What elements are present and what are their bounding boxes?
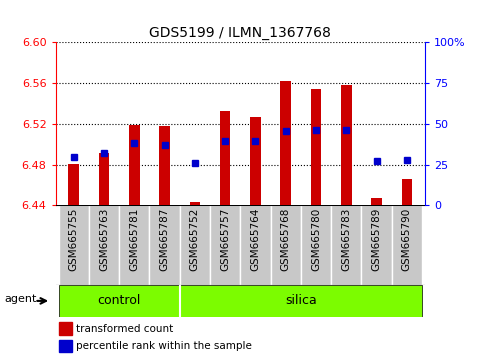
FancyBboxPatch shape [180,285,422,317]
Bar [69,164,79,205]
Bar [401,179,412,205]
Bar [59,340,72,352]
FancyBboxPatch shape [89,205,119,285]
FancyBboxPatch shape [392,205,422,285]
Text: silica: silica [285,295,317,307]
FancyBboxPatch shape [58,205,89,285]
Bar [341,85,352,205]
Bar [220,111,230,205]
Title: GDS5199 / ILMN_1367768: GDS5199 / ILMN_1367768 [149,26,331,40]
Bar [311,89,321,205]
Text: GSM665763: GSM665763 [99,208,109,271]
FancyBboxPatch shape [180,205,210,285]
Text: transformed count: transformed count [76,324,173,333]
FancyBboxPatch shape [149,205,180,285]
Bar [371,198,382,205]
Bar [189,202,200,205]
Text: GSM665787: GSM665787 [159,208,170,271]
Bar [250,117,261,205]
Bar [159,126,170,205]
Bar [129,125,140,205]
Text: GSM665752: GSM665752 [190,208,200,271]
FancyBboxPatch shape [301,205,331,285]
FancyBboxPatch shape [241,205,270,285]
Text: agent: agent [4,294,37,304]
Text: GSM665764: GSM665764 [251,208,260,271]
Bar [99,153,109,205]
FancyBboxPatch shape [119,205,149,285]
FancyBboxPatch shape [331,205,361,285]
Text: percentile rank within the sample: percentile rank within the sample [76,341,252,351]
Text: GSM665790: GSM665790 [402,208,412,271]
Text: GSM665780: GSM665780 [311,208,321,271]
Bar [59,322,72,335]
Bar [281,81,291,205]
FancyBboxPatch shape [58,285,180,317]
FancyBboxPatch shape [361,205,392,285]
Text: GSM665757: GSM665757 [220,208,230,271]
Text: GSM665755: GSM665755 [69,208,79,271]
Text: GSM665781: GSM665781 [129,208,139,271]
FancyBboxPatch shape [210,205,241,285]
Text: GSM665768: GSM665768 [281,208,291,271]
FancyBboxPatch shape [270,205,301,285]
Text: GSM665789: GSM665789 [371,208,382,271]
Text: control: control [98,295,141,307]
Text: GSM665783: GSM665783 [341,208,351,271]
